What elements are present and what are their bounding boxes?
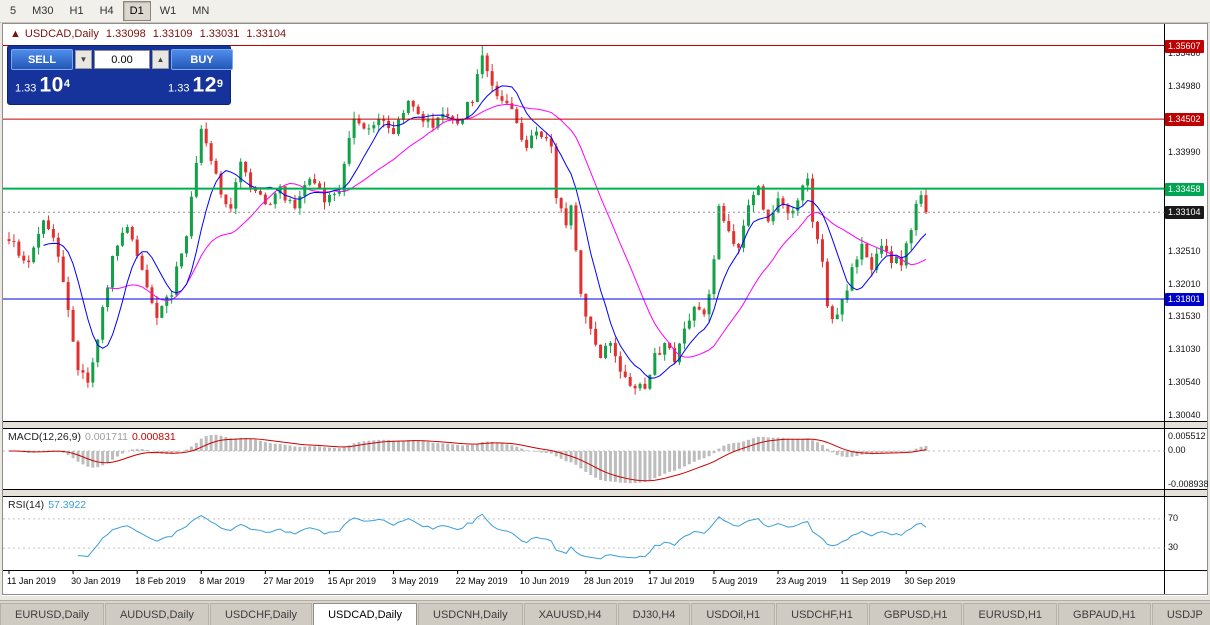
price-axis-label: 1.32510 — [1168, 245, 1201, 256]
chart-tabbar: EURUSD,Daily AUDUSD,Daily USDCHF,Daily USDC… — [0, 600, 1210, 625]
timeframe-toolbar: 5 M30 H1 H4 D1 W1 MN — [0, 0, 1210, 23]
tab-usdoil-h1[interactable]: USDOil,H1 — [691, 603, 776, 625]
buy-price[interactable]: 1.33 129 — [168, 73, 223, 97]
rsi-axis-label: 30 — [1168, 542, 1179, 553]
ohlc-low: 1.33031 — [199, 28, 240, 40]
tab-gbpusd-h1[interactable]: GBPUSD,H1 — [868, 603, 963, 625]
macd-indicator-label: MACD(12,26,9) 0.001711 0.000831 — [8, 431, 176, 443]
timeframe-w1[interactable]: W1 — [159, 5, 177, 17]
symbol-marker-icon: ▲ — [10, 28, 21, 40]
timeframe-mn[interactable]: MN — [192, 5, 210, 17]
macd-axis-label: -0.008938 — [1168, 479, 1209, 489]
timeframe-5[interactable]: 5 — [10, 5, 17, 17]
price-axis-label: 1.34980 — [1168, 81, 1201, 92]
lot-decrease-button[interactable]: ▼ — [75, 50, 92, 69]
price-level-badge: 1.34502 — [1165, 113, 1204, 127]
tab-usdcnh-daily[interactable]: USDCNH,Daily — [418, 603, 523, 625]
price-axis-label: 1.30540 — [1168, 377, 1201, 388]
price-axis-label: 1.31530 — [1168, 311, 1201, 322]
ohlc-close: 1.33104 — [246, 28, 287, 40]
price-axis-label: 1.33990 — [1168, 147, 1201, 158]
price-axis[interactable]: 1.35480 1.34980 1.33990 1.32510 1.32010 1.315… — [1165, 0, 1210, 600]
chart-window[interactable] — [2, 23, 1208, 596]
price-axis-label: 1.32010 — [1168, 279, 1201, 290]
price-level-badge: 1.33104 — [1165, 206, 1204, 220]
price-axis-label: 1.30040 — [1168, 410, 1201, 421]
price-level-badge: 1.31801 — [1165, 293, 1204, 307]
timeframe-m30[interactable]: M30 — [32, 5, 54, 17]
tab-usdchf-h1[interactable]: USDCHF,H1 — [776, 603, 868, 625]
tab-usdjp[interactable]: USDJP — [1151, 603, 1210, 625]
tab-gbpaud-h1[interactable]: GBPAUD,H1 — [1058, 603, 1151, 625]
lot-size-input[interactable] — [94, 50, 150, 69]
sell-button[interactable]: SELL — [11, 49, 73, 70]
chart-ohlc-header: ▲ USDCAD,Daily 1.33098 1.33109 1.33031 1.… — [10, 28, 290, 40]
macd-axis-label: 0.00 — [1168, 445, 1186, 456]
price-level-badge: 1.35607 — [1165, 39, 1204, 53]
sell-price[interactable]: 1.33 104 — [15, 73, 70, 97]
lot-increase-button[interactable]: ▲ — [152, 50, 169, 69]
timeframe-h4[interactable]: H4 — [99, 5, 114, 17]
tab-usdcad-daily[interactable]: USDCAD,Daily — [313, 603, 418, 625]
one-click-trading-panel: SELL ▼ ▲ BUY 1.33 104 1.33 129 — [7, 45, 233, 105]
timeframe-h1[interactable]: H1 — [69, 5, 84, 17]
tab-eurusd-h1[interactable]: EURUSD,H1 — [963, 603, 1058, 625]
tab-audusd-daily[interactable]: AUDUSD,Daily — [104, 603, 209, 625]
tab-eurusd-daily[interactable]: EURUSD,Daily — [0, 603, 104, 625]
rsi-indicator-label: RSI(14) 57.3922 — [8, 499, 87, 511]
buy-button[interactable]: BUY — [171, 49, 233, 70]
price-level-badge: 1.33458 — [1165, 182, 1204, 196]
tab-dj30-h4[interactable]: DJ30,H4 — [617, 603, 691, 625]
tab-usdchf-daily[interactable]: USDCHF,Daily — [209, 603, 313, 625]
rsi-axis-label: 70 — [1168, 512, 1179, 523]
ohlc-high: 1.33109 — [152, 28, 193, 40]
tab-xauusd-h4[interactable]: XAUUSD,H4 — [523, 603, 617, 625]
ohlc-open: 1.33098 — [105, 28, 146, 40]
timeframe-d1[interactable]: D1 — [122, 1, 151, 21]
price-axis-label: 1.31030 — [1168, 344, 1201, 355]
macd-axis-label: 0.005512 — [1168, 431, 1206, 441]
chart-symbol-label: USDCAD,Daily — [24, 28, 99, 40]
